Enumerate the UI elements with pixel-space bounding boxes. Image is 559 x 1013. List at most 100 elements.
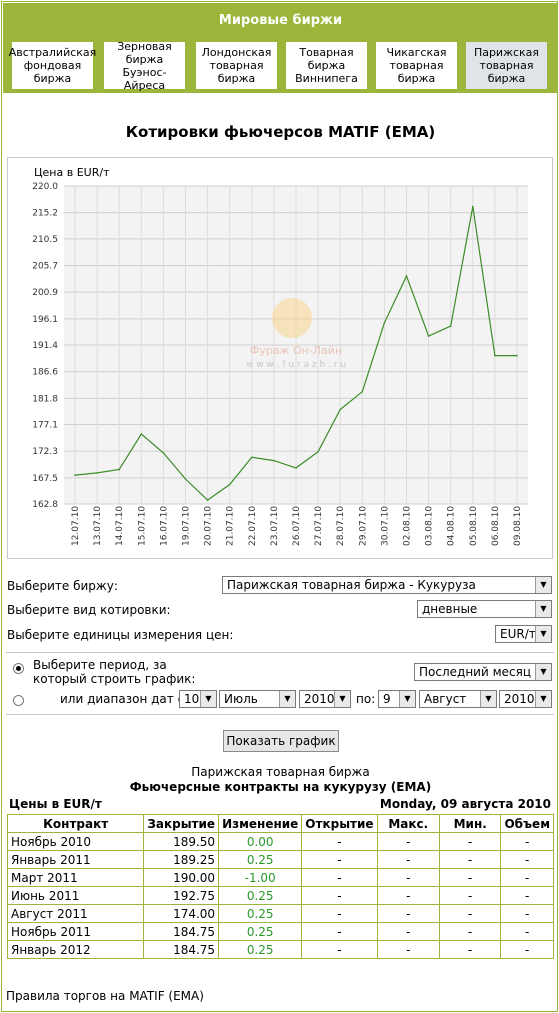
x-tick-label: 02.08.10 [402, 506, 412, 546]
table-title: Фьючерсные контракты на кукурузу (EMA) [129, 780, 432, 794]
chevron-down-icon: ▼ [334, 691, 350, 707]
contract-cell: Ноябрь 2010 [6, 832, 145, 851]
column-header: Объем [500, 814, 554, 833]
y-axis-label: Цена в EUR/т [34, 166, 110, 179]
max-cell: - [376, 850, 440, 869]
x-tick-label: 14.07.10 [115, 506, 125, 546]
data-point [361, 390, 364, 393]
y-tick-label: 215.2 [32, 209, 58, 219]
range-radio[interactable] [13, 695, 24, 706]
watermark: Фураж Он-Лайн w w w . f u r a z h . r u [246, 298, 346, 370]
min-cell: - [438, 904, 502, 923]
to-month-value: Август [424, 692, 467, 706]
to-label: по: [356, 692, 376, 706]
volume-cell: - [500, 922, 554, 941]
period-radio[interactable] [13, 663, 24, 674]
contract-cell: Январь 2012 [6, 940, 145, 959]
open-cell: - [301, 940, 378, 959]
x-tick-label: 23.07.10 [270, 506, 280, 546]
max-cell: - [376, 940, 440, 959]
tab-paris-exchange[interactable]: Парижская товарная биржа [465, 41, 548, 90]
contract-cell: Август 2011 [6, 904, 145, 923]
exchange-select-label: Выберите биржу: [7, 579, 118, 593]
to-month-select[interactable]: Август ▼ [419, 690, 497, 708]
exchanges-panel: Мировые биржи Австралийская фондовая бир… [3, 3, 558, 93]
range-label: или диапазон дат с: [60, 692, 189, 706]
chevron-down-icon: ▼ [535, 626, 551, 642]
prices-table: Контракт Закрытие Изменение Открытие Мак… [6, 814, 554, 959]
to-year-select[interactable]: 2010 ▼ [499, 690, 552, 708]
watermark-logo [272, 298, 312, 338]
contract-cell: Июнь 2011 [6, 886, 145, 905]
data-point [184, 478, 187, 480]
divider [6, 652, 554, 653]
close-cell: 190.00 [143, 868, 220, 887]
column-header: Контракт [6, 814, 145, 833]
from-day-select[interactable]: 10 ▼ [179, 690, 217, 708]
tab-australian-exchange[interactable]: Австралийская фондовая биржа [9, 41, 96, 90]
y-tick-label: 177.1 [32, 421, 58, 431]
period-select-value: Последний месяц [419, 665, 531, 679]
show-chart-button[interactable]: Показать график [223, 730, 339, 752]
max-cell: - [376, 922, 440, 941]
close-cell: 189.25 [143, 850, 220, 869]
tab-chicago-exchange[interactable]: Чикагская товарная биржа [375, 41, 458, 90]
change-cell: 0.25 [218, 922, 303, 941]
chevron-down-icon: ▼ [399, 691, 415, 707]
chevron-down-icon: ▼ [535, 664, 551, 680]
close-cell: 189.50 [143, 832, 220, 851]
close-cell: 192.75 [143, 886, 220, 905]
x-tick-label: 06.08.10 [491, 506, 501, 546]
y-tick-label: 172.3 [32, 447, 58, 457]
change-cell: 0.25 [218, 886, 303, 905]
exchange-select[interactable]: Парижская товарная биржа - Кукуруза ▼ [222, 576, 552, 594]
rules-link[interactable]: Правила торгов на MATIF (EMA) [6, 989, 204, 1003]
data-point [383, 321, 386, 324]
chevron-down-icon: ▼ [480, 691, 496, 707]
x-tick-label: 27.07.10 [314, 506, 324, 546]
to-year-value: 2010 [504, 692, 535, 706]
units-select-label: Выберите единицы измерения цен: [7, 628, 234, 642]
from-month-value: Июль [224, 692, 258, 706]
volume-cell: - [500, 904, 554, 923]
open-cell: - [301, 832, 378, 851]
y-tick-label: 205.7 [32, 262, 58, 272]
y-tick-label: 220.0 [32, 182, 58, 192]
watermark-site: w w w . f u r a z h . r u [246, 360, 346, 370]
x-tick-label: 09.08.10 [513, 506, 523, 546]
change-cell: 0.25 [218, 940, 303, 959]
volume-cell: - [500, 868, 554, 887]
data-point [74, 474, 76, 476]
open-cell: - [301, 904, 378, 923]
contract-cell: Январь 2011 [6, 850, 145, 869]
from-year-select[interactable]: 2010 ▼ [299, 690, 351, 708]
x-tick-label: 04.08.10 [447, 506, 457, 546]
tab-london-exchange[interactable]: Лондонская товарная биржа [195, 41, 278, 90]
exchanges-title: Мировые биржи [218, 13, 343, 28]
quote-select[interactable]: дневные ▼ [417, 600, 552, 618]
min-cell: - [438, 832, 502, 851]
to-day-select[interactable]: 9 ▼ [378, 690, 416, 708]
volume-cell: - [500, 832, 554, 851]
open-cell: - [301, 868, 378, 887]
data-point [339, 408, 341, 411]
x-tick-label: 16.07.10 [159, 506, 169, 546]
period-select[interactable]: Последний месяц ▼ [414, 663, 552, 681]
tab-winnipeg-exchange[interactable]: Товарная биржа Виннипега [285, 41, 368, 90]
open-cell: - [301, 922, 378, 941]
table-exchange-name: Парижская товарная биржа [191, 765, 370, 779]
units-select[interactable]: EUR/т ▼ [495, 625, 552, 643]
tab-buenos-aires-exchange[interactable]: Зерновая биржа Буэнос-Айреса [103, 40, 186, 92]
price-chart: Фураж Он-Лайн w w w . f u r a z h . r u … [7, 157, 553, 559]
open-cell: - [301, 886, 378, 905]
data-point [494, 354, 496, 357]
x-tick-label: 20.07.10 [204, 506, 214, 546]
x-tick-label: 28.07.10 [336, 506, 346, 546]
data-point [206, 499, 209, 501]
data-point [471, 205, 474, 208]
from-month-select[interactable]: Июль ▼ [219, 690, 296, 708]
data-point [295, 467, 297, 469]
data-point [516, 354, 518, 357]
data-point [162, 452, 165, 454]
